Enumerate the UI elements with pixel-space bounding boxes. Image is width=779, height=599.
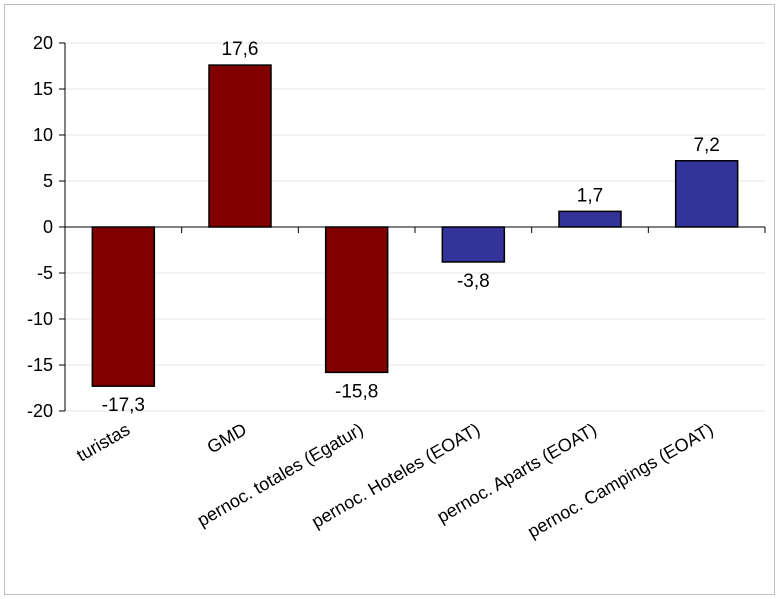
gridlines xyxy=(65,42,765,412)
axes xyxy=(59,42,766,412)
y-tick-label: -20 xyxy=(27,401,53,421)
y-tick-label: 15 xyxy=(33,79,53,99)
y-tick-label: 20 xyxy=(33,33,53,53)
y-tick-label: -10 xyxy=(27,309,53,329)
category-label: turistas xyxy=(73,419,133,465)
category-label: pernoc. Campings (EOAT) xyxy=(524,419,717,542)
bar xyxy=(91,226,156,387)
data-label: -15,8 xyxy=(335,381,378,402)
bar xyxy=(558,210,622,228)
data-label: 7,2 xyxy=(693,135,719,156)
data-label: -3,8 xyxy=(457,271,490,292)
y-tick-label: -5 xyxy=(37,263,53,283)
bar xyxy=(324,226,389,374)
bar xyxy=(674,160,739,228)
category-label: GMD xyxy=(204,419,250,457)
data-labels: -17,3 17,6 -15,8 -3,8 1,7 7,2 xyxy=(102,39,720,416)
y-tick-label: 5 xyxy=(43,171,53,191)
data-label: 1,7 xyxy=(577,185,603,206)
bars xyxy=(91,64,739,387)
data-label: 17,6 xyxy=(222,39,259,60)
bar xyxy=(208,64,272,228)
y-tick-label: 0 xyxy=(43,217,53,237)
y-axis-tick-labels: 20 15 10 5 0 -5 -10 -15 -20 xyxy=(27,33,53,421)
y-tick-label: -15 xyxy=(27,355,53,375)
y-tick-label: 10 xyxy=(33,125,53,145)
bar xyxy=(441,226,506,263)
data-label: -17,3 xyxy=(102,395,145,416)
